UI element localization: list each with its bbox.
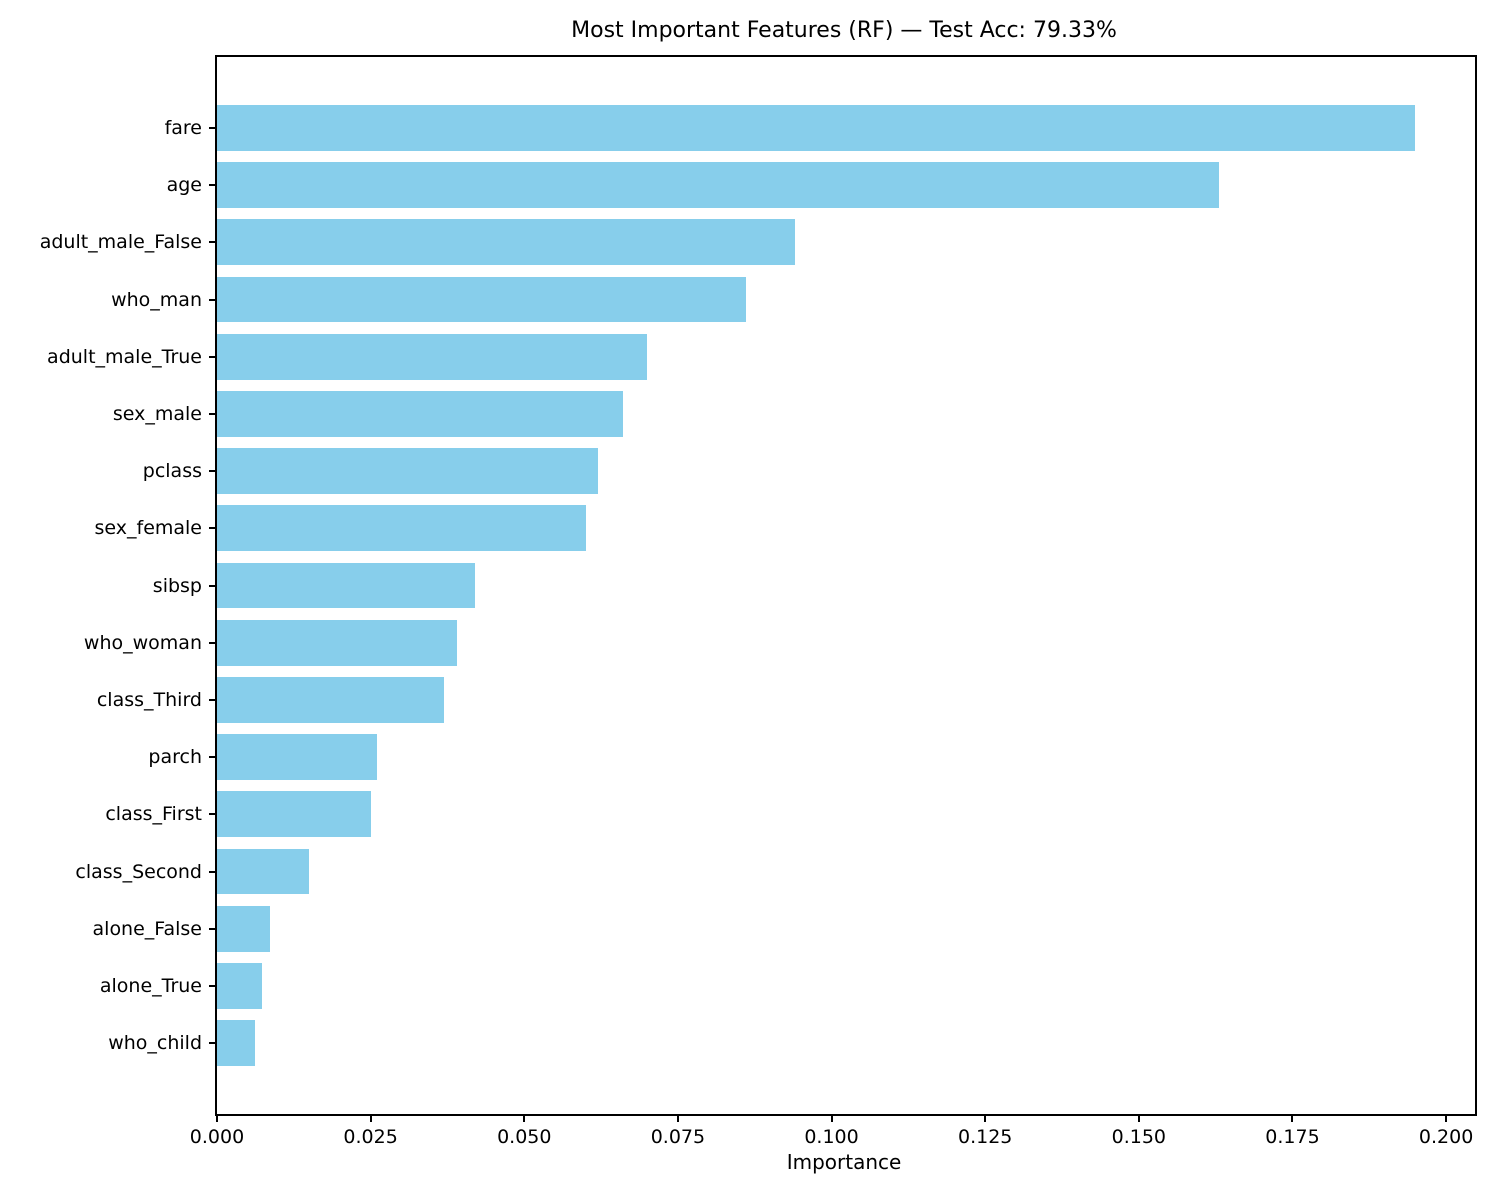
bar-alone_False [217, 905, 270, 952]
y-tick [209, 641, 217, 644]
bar-who_man [217, 276, 746, 323]
x-tick-label: 0.025 [343, 1126, 398, 1148]
x-tick [216, 1114, 218, 1122]
bar-who_child [217, 1020, 256, 1066]
y-tick [209, 355, 217, 358]
y-tick [209, 470, 217, 473]
y-tick [209, 527, 217, 530]
y-tick-label-age: age [166, 174, 202, 197]
bar-sibsp [217, 562, 476, 609]
x-tick-label: 0.075 [650, 1126, 706, 1148]
x-tick [1137, 1114, 1140, 1122]
x-axis-label: Importance [786, 1150, 902, 1174]
x-tick-label: 0.200 [1418, 1126, 1474, 1148]
y-tick [209, 298, 217, 301]
y-tick-label-who_man: who_man [111, 288, 202, 311]
bar-age [217, 162, 1219, 208]
y-tick-label-adult_male_True: adult_male_True [47, 345, 202, 368]
y-tick-label-sibsp: sibsp [152, 574, 202, 597]
x-tick-label: 0.100 [804, 1126, 859, 1148]
y-tick-label-parch: parch [148, 746, 202, 769]
y-tick-label-adult_male_False: adult_male_False [39, 231, 202, 254]
y-tick [209, 756, 217, 759]
x-tick-label: 0.150 [1111, 1126, 1167, 1148]
bar-sex_female [217, 505, 586, 552]
y-tick-label-class_Third: class_Third [96, 688, 202, 711]
bar-who_woman [217, 619, 457, 666]
bar-adult_male_False [217, 219, 795, 266]
y-tick-label-pclass: pclass [142, 460, 202, 483]
bar-class_Third [217, 677, 445, 723]
y-tick-label-who_child: who_child [108, 1032, 202, 1055]
y-tick [209, 1042, 217, 1045]
chart-title: Most Important Features (RF) — Test Acc:… [571, 18, 1117, 43]
bar-pclass [217, 448, 599, 494]
bar-parch [217, 734, 377, 780]
x-tick [1445, 1114, 1448, 1122]
x-tick [830, 1114, 833, 1122]
x-tick-label: 0.050 [497, 1126, 552, 1148]
y-tick [209, 241, 217, 244]
bar-alone_True [217, 963, 262, 1009]
x-tick [523, 1114, 526, 1122]
y-tick-label-sex_male: sex_male [112, 402, 202, 425]
y-tick-label-class_First: class_First [105, 803, 202, 826]
x-tick-label: 0.000 [189, 1126, 245, 1148]
bar-class_Second [217, 848, 310, 895]
x-tick [676, 1114, 679, 1122]
y-tick [209, 698, 217, 701]
y-tick [209, 927, 217, 930]
y-tick [209, 584, 217, 587]
x-tick-label: 0.125 [957, 1126, 1013, 1148]
y-tick-label-class_Second: class_Second [75, 860, 202, 883]
x-tick [984, 1114, 987, 1122]
x-tick [369, 1114, 372, 1122]
x-tick [1291, 1114, 1294, 1122]
y-tick [209, 984, 217, 987]
y-tick-label-sex_female: sex_female [94, 517, 203, 540]
y-tick [209, 412, 217, 415]
bar-sex_male [217, 391, 623, 437]
y-tick-label-who_woman: who_woman [83, 631, 202, 654]
y-tick-label-fare: fare [164, 116, 202, 139]
y-tick-label-alone_False: alone_False [92, 917, 202, 940]
y-tick-label-alone_True: alone_True [99, 974, 202, 997]
y-tick [209, 813, 217, 816]
plot-area: fare age adult_male_False who_man adult_male… [40, 55, 1477, 1148]
bar-fare [217, 105, 1416, 151]
y-tick [209, 870, 217, 873]
x-tick-label: 0.175 [1265, 1126, 1320, 1148]
y-tick [209, 184, 217, 187]
y-tick [209, 126, 217, 129]
bar-class_First [217, 791, 371, 838]
bar-adult_male_True [217, 333, 648, 380]
